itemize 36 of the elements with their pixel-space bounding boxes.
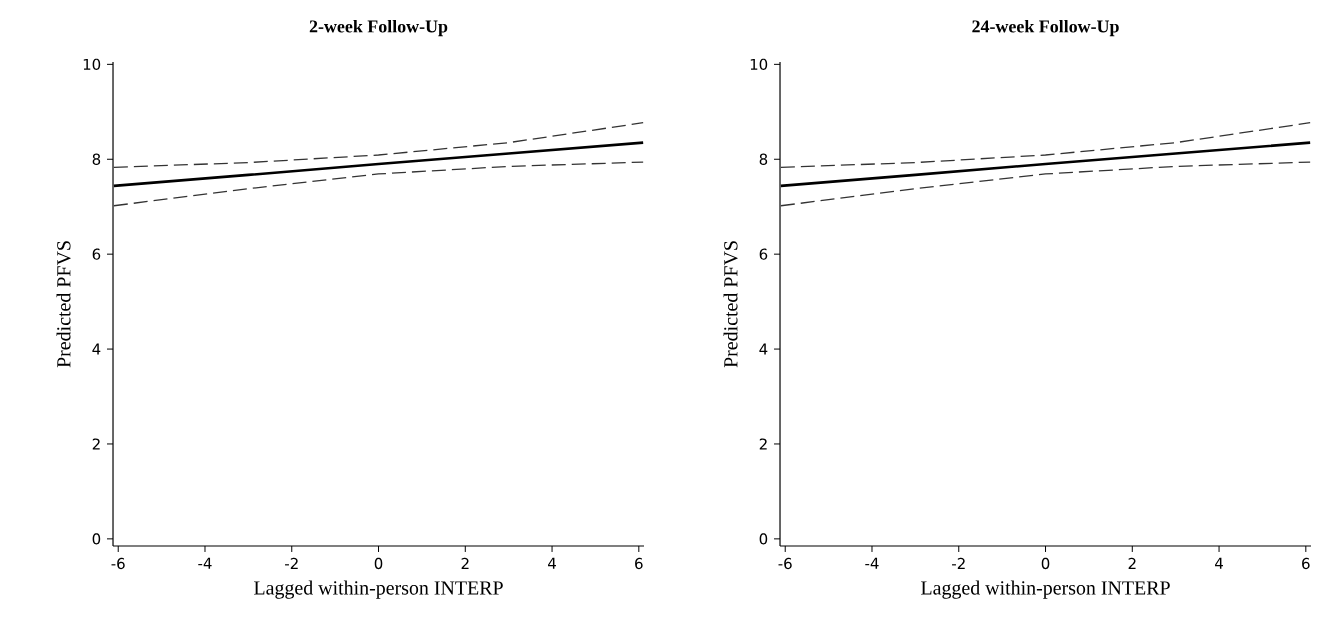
- x-tick-label: -4: [865, 557, 879, 569]
- x-axis-title: Lagged within-person INTERP: [921, 580, 1170, 599]
- x-tick-label: 2: [1128, 557, 1136, 569]
- y-tick-label: 6: [759, 248, 768, 260]
- y-tick-label: 4: [92, 343, 101, 355]
- chart-title: 24-week Follow-Up: [972, 19, 1119, 37]
- x-tick-label: 6: [635, 557, 643, 570]
- chart-title: 2-week Follow-Up: [309, 19, 448, 37]
- y-tick-label: 10: [750, 58, 768, 71]
- y-tick-label: 6: [92, 248, 101, 260]
- x-tick-label: 0: [374, 557, 383, 570]
- x-tick-label: 2: [461, 557, 469, 569]
- y-tick-label: 2: [759, 438, 767, 450]
- y-tick-label: 0: [759, 533, 768, 545]
- y-tick-label: 0: [92, 533, 101, 545]
- y-tick-label: 8: [92, 153, 101, 165]
- x-tick-label: -4: [198, 557, 212, 569]
- x-tick-label: 6: [1302, 557, 1310, 570]
- x-tick-label: -2: [952, 557, 965, 569]
- x-tick-label: -6: [111, 557, 125, 570]
- y-tick-label: 10: [83, 58, 101, 71]
- x-tick-label: 4: [548, 557, 556, 569]
- line-series: [780, 161, 1311, 207]
- line-series: [780, 122, 1311, 168]
- y-axis-title: Predicted PFVS: [723, 241, 738, 368]
- x-tick-label: -6: [778, 557, 792, 570]
- x-axis-title: Lagged within-person INTERP: [254, 580, 503, 599]
- y-axis-title: Predicted PFVS: [56, 241, 71, 368]
- y-tick-label: 8: [759, 153, 768, 165]
- x-tick-label: 0: [1041, 557, 1050, 570]
- line-series: [113, 161, 644, 207]
- y-tick-label: 4: [759, 343, 768, 355]
- y-tick-label: 2: [92, 438, 100, 450]
- line-series: [113, 122, 644, 168]
- x-tick-label: -2: [285, 557, 298, 569]
- x-tick-label: 4: [1215, 557, 1223, 569]
